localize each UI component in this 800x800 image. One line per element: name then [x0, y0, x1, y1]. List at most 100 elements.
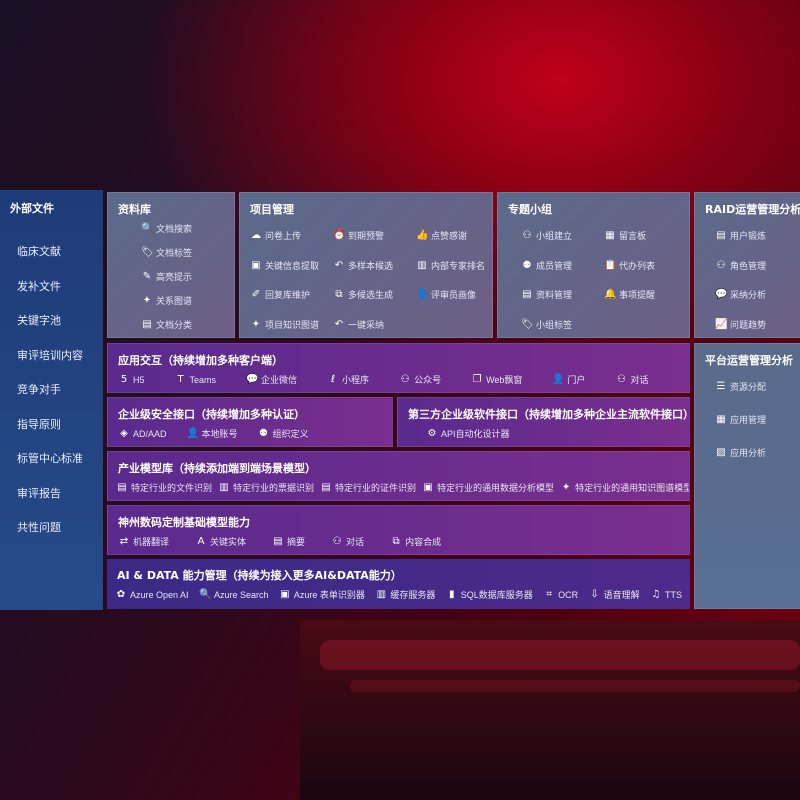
- sidebar-item[interactable]: 关键字池: [17, 314, 61, 327]
- aidata-item[interactable]: ♫ TTS: [650, 589, 682, 600]
- aidata-title: AI & DATA 能力管理（持续为接入更多AI&DATA能力）: [117, 569, 402, 582]
- platform-item-label: 应用分析: [730, 448, 767, 458]
- project-item-label: 项目知识图谱: [265, 319, 320, 330]
- search-icon: 🔍: [198, 589, 212, 600]
- sidebar-item[interactable]: 临床文献: [17, 245, 61, 258]
- interaction-item[interactable]: ⚇ 对话: [615, 373, 649, 386]
- industry-item[interactable]: ▥ 特定行业的票据识别: [218, 481, 314, 494]
- library-item-label: 关系图谱: [156, 296, 193, 306]
- project-item-label: 一键采纳: [348, 319, 385, 330]
- project-item[interactable]: ⏰ 到期预警: [333, 229, 384, 242]
- industry-item[interactable]: ▤ 特定行业的证件识别: [320, 481, 416, 494]
- platform-item[interactable]: ☰ 资源分配: [715, 380, 767, 393]
- aidata-item[interactable]: ⇩ 语音理解: [589, 588, 639, 601]
- project-item[interactable]: ☁ 问卷上传: [250, 229, 301, 242]
- group-item[interactable]: 🔔 事项提醒: [604, 288, 655, 301]
- library-item[interactable]: ✎ 高亮提示: [141, 270, 192, 283]
- group-item[interactable]: ⚉ 成员管理: [521, 259, 573, 272]
- project-item[interactable]: ▣ 关键信息提取: [250, 259, 319, 272]
- summary-icon: ▤: [273, 536, 283, 547]
- project-item[interactable]: ✦ 项目知识图谱: [250, 318, 319, 331]
- industry-item[interactable]: ▤ 特定行业的文件识别: [116, 481, 212, 494]
- project-title: 项目管理: [250, 203, 294, 216]
- thirdparty-item[interactable]: ⚙ API自动化设计器: [426, 427, 510, 440]
- project-item[interactable]: ▥ 内部专家排名: [416, 259, 485, 272]
- aidata-item[interactable]: ▣ Azure 表单识别器: [279, 588, 365, 601]
- industry-item[interactable]: ▣ 特定行业的通用数据分析模型: [422, 481, 554, 494]
- base-item[interactable]: ⚇ 对话: [331, 535, 365, 548]
- security-item[interactable]: ◈ AD/AAD: [118, 428, 166, 439]
- platform-item-label: 资源分配: [730, 382, 767, 392]
- aidata-item[interactable]: ⌗ OCR: [543, 589, 578, 600]
- interaction-item[interactable]: ❐ Web飘窗: [471, 373, 523, 386]
- platform-item[interactable]: ▨ 应用分析: [715, 446, 766, 459]
- library-item[interactable]: 🔍 文档搜索: [141, 222, 192, 235]
- interaction-item[interactable]: 👤 门户: [552, 373, 585, 386]
- group-panel: 专题小组 ⚇ 小组建立 ▦ 留言板 ⚉ 成员管理 📋 代办列表 ▤ 资料管理 🔔 事项提醒 🏷 小组标签: [497, 192, 690, 338]
- group-item-label: 小组标签: [536, 319, 573, 330]
- aidata-item[interactable]: ▥ 缓存服务器: [375, 588, 436, 601]
- project-item[interactable]: 👤 评审员画像: [416, 288, 476, 301]
- user-icon: 👤: [416, 289, 429, 300]
- library-item-label: 文档分类: [156, 320, 193, 330]
- library-item[interactable]: ▤ 文档分类: [141, 318, 192, 331]
- project-item[interactable]: ⧉ 多候选生成: [333, 288, 393, 301]
- raid-item[interactable]: ⚇ 角色管理: [715, 259, 767, 272]
- project-item[interactable]: ↶ 一键采纳: [333, 318, 384, 331]
- security-item[interactable]: ⚉ 组织定义: [258, 427, 309, 440]
- raid-item[interactable]: ▤ 用户锻炼: [715, 229, 766, 242]
- project-item[interactable]: ↶ 多样本候选: [333, 259, 393, 272]
- interaction-item-label: H5: [133, 374, 145, 385]
- wechat-icon: 💬: [246, 374, 259, 385]
- interaction-item[interactable]: 💬 企业微信: [246, 373, 297, 386]
- sidebar-item[interactable]: 审评报告: [17, 486, 61, 500]
- raid-item[interactable]: 📈 问题趋势: [715, 318, 766, 331]
- project-item-label: 评审员画像: [431, 290, 477, 300]
- base-item[interactable]: ⧉ 内容合成: [390, 535, 441, 548]
- interaction-panel: 应用交互（持续增加多种客户端） 5 H5 T Teams 💬 企业微信 ℓ 小程序 ⚇ 公众号 ❐ We…: [107, 343, 690, 393]
- sidebar-item[interactable]: 共性问题: [17, 521, 61, 534]
- group-item[interactable]: 🏷 小组标签: [521, 318, 572, 331]
- aidata-item[interactable]: 🔍 Azure Search: [199, 589, 269, 600]
- apps-icon: ▦: [716, 414, 726, 425]
- interaction-item[interactable]: ℓ 小程序: [327, 373, 369, 386]
- teams-icon: T: [177, 374, 184, 385]
- interaction-item[interactable]: T Teams: [175, 374, 216, 385]
- base-item[interactable]: ⇄ 机器翻译: [118, 535, 169, 548]
- group-item[interactable]: ▦ 留言板: [604, 229, 646, 242]
- raid-panel: RAID运营管理分析 ▤ 用户锻炼 ⚇ 角色管理 💬 采纳分析 📈 问题趋势: [694, 192, 800, 338]
- sql-icon: ▮: [448, 589, 455, 600]
- base-item[interactable]: A 关键实体: [195, 535, 246, 548]
- security-title: 企业级安全接口（持续增加多种认证）: [118, 408, 305, 421]
- sidebar-item[interactable]: 审评培训内容: [17, 348, 83, 362]
- base-item[interactable]: ▤ 摘要: [272, 535, 305, 548]
- speech-icon: ⇩: [590, 589, 599, 600]
- receipt-icon: ▥: [219, 482, 229, 493]
- aidata-item-label: Azure Open AI: [130, 589, 189, 600]
- raid-item[interactable]: 💬 采纳分析: [715, 288, 766, 301]
- interaction-item[interactable]: ⚇ 公众号: [399, 373, 442, 386]
- sidebar-item[interactable]: 竞争对手: [17, 383, 61, 396]
- aidata-item[interactable]: ▮ SQL数据库服务器: [446, 588, 533, 601]
- platform-item[interactable]: ▦ 应用管理: [715, 413, 766, 426]
- sidebar-item[interactable]: 发补文件: [17, 279, 61, 293]
- group-item-label: 小组建立: [536, 231, 573, 241]
- project-item[interactable]: ✐ 回复库维护: [250, 288, 310, 301]
- group-item[interactable]: ▤ 资料管理: [521, 288, 572, 301]
- industry-item[interactable]: ✦ 特定行业的通用知识图谱模型: [560, 481, 689, 494]
- aidata-item[interactable]: ✿ Azure Open AI: [115, 589, 189, 600]
- base-items: ⇄ 机器翻译 A 关键实体 ▤ 摘要 ⚇ 对话 ⧉ 内容合成: [118, 535, 681, 548]
- security-item[interactable]: 👤 本地账号: [187, 427, 238, 440]
- sidebar-item[interactable]: 标管中心标准: [17, 452, 83, 465]
- interaction-item[interactable]: 5 H5: [118, 374, 145, 385]
- library-item[interactable]: 🏷 文档标签: [141, 246, 192, 259]
- project-item[interactable]: 👍 点赞感谢: [416, 229, 467, 242]
- library-item[interactable]: ✦ 关系图谱: [141, 294, 192, 307]
- folder-icon: ▤: [522, 289, 532, 300]
- thirdparty-items: ⚙ API自动化设计器: [426, 427, 681, 440]
- raid-item-label: 问题趋势: [730, 319, 767, 330]
- interaction-item-label: 对话: [630, 375, 649, 385]
- sidebar-item[interactable]: 指导原则: [17, 417, 61, 431]
- group-item[interactable]: 📋 代办列表: [604, 259, 655, 272]
- group-item[interactable]: ⚇ 小组建立: [521, 229, 573, 242]
